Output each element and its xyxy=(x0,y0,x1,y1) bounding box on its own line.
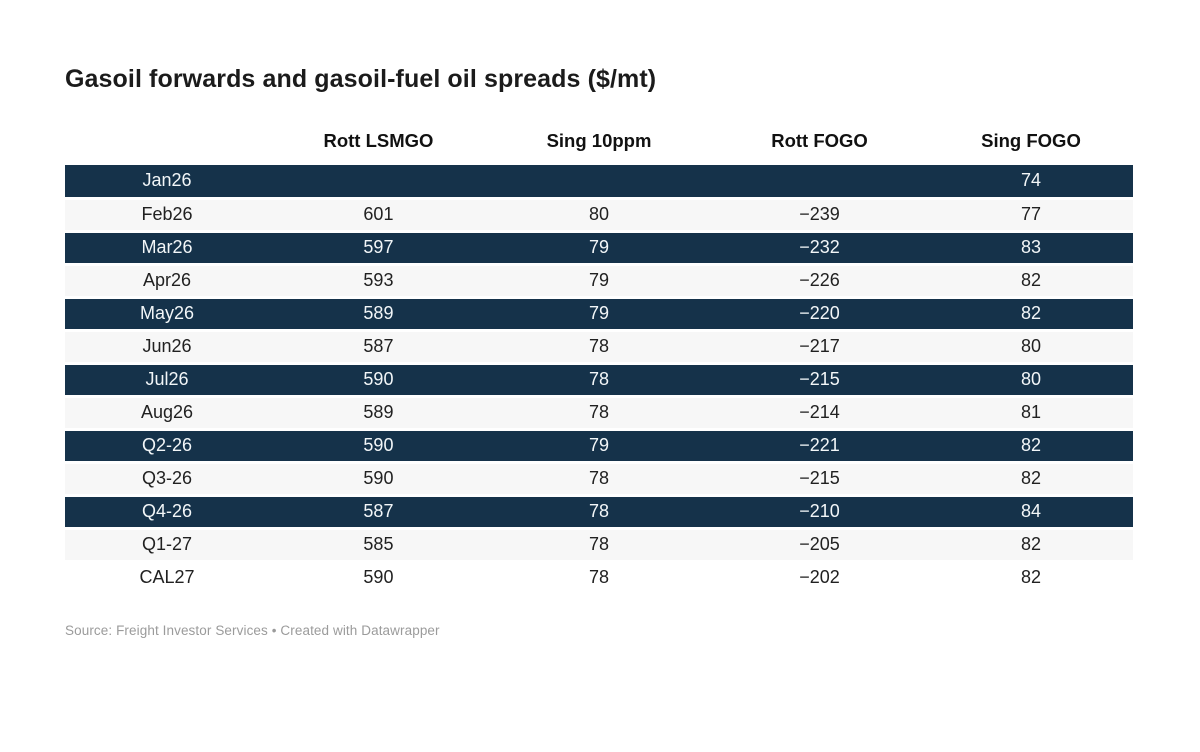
source-attribution: Source: Freight Investor Services • Crea… xyxy=(65,622,440,638)
row-label: Q1-27 xyxy=(141,534,192,554)
value-cell: 585 xyxy=(363,534,394,554)
header-row: Rott LSMGO Sing 10ppm Rott FOGO Sing FOGO xyxy=(65,120,1133,165)
value-cell: 597 xyxy=(363,237,394,257)
value-cell: 590 xyxy=(363,567,394,587)
value-cell: −214 xyxy=(799,402,840,422)
row-label: Jun26 xyxy=(142,336,192,356)
value-cell: 80 xyxy=(1020,369,1042,389)
row-label: Aug26 xyxy=(140,402,194,422)
row-label: Jul26 xyxy=(145,369,189,389)
value-cell: −226 xyxy=(799,270,840,290)
header-cell: Rott FOGO xyxy=(771,130,868,151)
value-cell xyxy=(710,165,929,198)
value-cell: 78 xyxy=(588,567,609,587)
value-cell: 589 xyxy=(363,303,394,323)
value-cell: 82 xyxy=(1020,270,1042,290)
value-cell: 78 xyxy=(588,468,609,488)
value-cell: 79 xyxy=(588,237,609,257)
table-row: Mar26 597 79 −232 83 xyxy=(65,231,1133,264)
value-cell: 84 xyxy=(1020,501,1042,521)
value-cell: 79 xyxy=(588,270,609,290)
header-cell: Rott LSMGO xyxy=(323,130,434,151)
value-cell: 79 xyxy=(588,303,609,323)
value-cell: 590 xyxy=(363,435,394,455)
value-cell: 77 xyxy=(1020,204,1042,224)
forwards-spreads-table: Rott LSMGO Sing 10ppm Rott FOGO Sing FOGO J… xyxy=(65,120,1133,596)
value-cell: 590 xyxy=(363,468,394,488)
value-cell: 78 xyxy=(588,402,609,422)
value-cell: 593 xyxy=(363,270,394,290)
value-cell: 601 xyxy=(363,204,394,224)
value-cell: 82 xyxy=(1020,468,1042,488)
value-cell: 83 xyxy=(1020,237,1042,257)
row-label: Apr26 xyxy=(142,270,192,290)
value-cell: 81 xyxy=(1020,402,1042,422)
value-cell: 78 xyxy=(588,501,609,521)
value-cell: −217 xyxy=(799,336,840,356)
table-row: Q2-26 590 79 −221 82 xyxy=(65,429,1133,462)
value-cell xyxy=(269,165,488,198)
value-cell: 589 xyxy=(363,402,394,422)
table-header: Rott LSMGO Sing 10ppm Rott FOGO Sing FOGO xyxy=(65,120,1133,165)
value-cell: −215 xyxy=(799,468,840,488)
value-cell: 587 xyxy=(363,501,394,521)
row-label: Q3-26 xyxy=(141,468,192,488)
value-cell: −221 xyxy=(799,435,840,455)
value-cell: 82 xyxy=(1020,534,1042,554)
table-row: Apr26 593 79 −226 82 xyxy=(65,264,1133,297)
value-cell: 82 xyxy=(1020,435,1042,455)
table-row: Jun26 587 78 −217 80 xyxy=(65,330,1133,363)
value-cell: −239 xyxy=(799,204,840,224)
value-cell: 78 xyxy=(588,369,609,389)
value-cell: 82 xyxy=(1020,303,1042,323)
value-cell: 80 xyxy=(588,204,609,224)
datawrapper-chart: Gasoil forwards and gasoil-fuel oil spre… xyxy=(65,64,1133,638)
value-cell: 78 xyxy=(588,336,609,356)
table-row: Jan26 74 xyxy=(65,165,1133,198)
value-cell: −215 xyxy=(799,369,840,389)
table-row: CAL27 590 78 −202 82 xyxy=(65,561,1133,594)
table-row: May26 589 79 −220 82 xyxy=(65,297,1133,330)
value-cell: −202 xyxy=(799,567,840,587)
value-cell: 78 xyxy=(588,534,609,554)
value-cell: 82 xyxy=(1020,567,1042,587)
row-label: Jan26 xyxy=(142,170,192,191)
table-row: Q1-27 585 78 −205 82 xyxy=(65,528,1133,561)
value-cell xyxy=(488,165,710,198)
header-cell: Sing FOGO xyxy=(981,130,1081,151)
table-row: Feb26 601 80 −239 77 xyxy=(65,198,1133,231)
value-cell: 79 xyxy=(588,435,609,455)
value-cell: 74 xyxy=(1020,170,1042,191)
row-label: Q4-26 xyxy=(141,501,192,521)
value-cell: 590 xyxy=(363,369,394,389)
header-cell-period xyxy=(65,120,269,165)
header-cell: Sing 10ppm xyxy=(546,130,652,151)
table-row: Q3-26 590 78 −215 82 xyxy=(65,462,1133,495)
row-label: Feb26 xyxy=(141,204,193,224)
value-cell: 587 xyxy=(363,336,394,356)
table-row: Jul26 590 78 −215 80 xyxy=(65,363,1133,396)
value-cell: −210 xyxy=(799,501,840,521)
row-label: Mar26 xyxy=(141,237,193,257)
table-row: Q4-26 587 78 −210 84 xyxy=(65,495,1133,528)
row-label: CAL27 xyxy=(139,567,195,587)
row-label: May26 xyxy=(139,303,194,323)
row-label: Q2-26 xyxy=(141,435,192,455)
table-row: Aug26 589 78 −214 81 xyxy=(65,396,1133,429)
table-body: Jan26 74 Feb26 601 80 −239 77 Mar26 597 79 −232 83 A… xyxy=(65,165,1133,594)
value-cell: −205 xyxy=(799,534,840,554)
value-cell: 80 xyxy=(1020,336,1042,356)
value-cell: −232 xyxy=(799,237,840,257)
value-cell: −220 xyxy=(799,303,840,323)
chart-title: Gasoil forwards and gasoil-fuel oil spre… xyxy=(65,65,657,93)
